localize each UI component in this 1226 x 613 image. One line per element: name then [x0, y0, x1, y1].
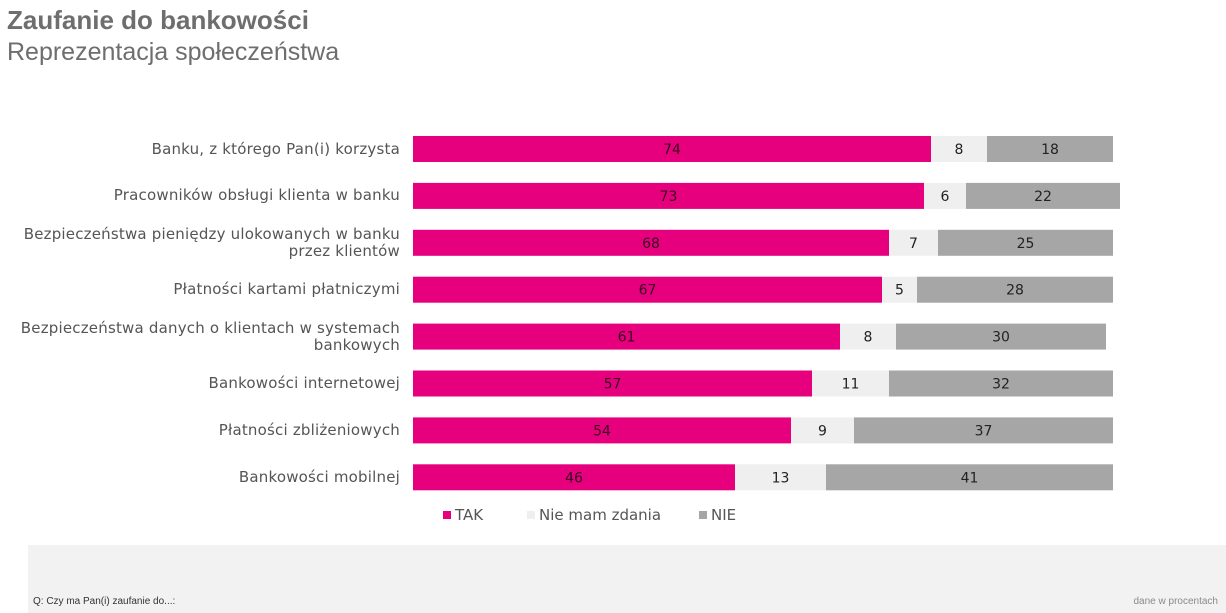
data-label: 11: [842, 377, 860, 393]
bar-segment: [812, 370, 889, 397]
data-label: 73: [660, 189, 678, 205]
bar-segment: [413, 370, 812, 397]
legend-label-nie: NIE: [711, 506, 737, 524]
category-label: Bezpieczeństwa pieniędzy ulokowanych w b…: [23, 224, 400, 260]
bar-segment: [882, 276, 917, 303]
question-text: Q: Czy ma Pan(i) zaufanie do...:: [33, 596, 176, 607]
data-label: 5: [895, 283, 904, 299]
category-label: Bankowości mobilnej: [238, 467, 400, 486]
data-label: 22: [1034, 189, 1052, 205]
chart-title: Zaufanie do bankowości: [7, 5, 309, 35]
data-label: 41: [961, 470, 979, 486]
legend-item-nie-mam-zdania: Nie mam zdania: [527, 506, 661, 524]
bar-segment: [413, 136, 931, 162]
data-label: 9: [818, 423, 827, 439]
data-label: 25: [1017, 236, 1035, 252]
bar-segment: [938, 229, 1113, 256]
data-label: 7: [909, 236, 918, 252]
bar-segment: [735, 464, 826, 491]
bar-segment: [889, 229, 938, 256]
category-label: Pracowników obsługi klienta w banku: [113, 186, 400, 205]
data-label: 46: [565, 470, 583, 486]
category-label: Banku, z którego Pan(i) korzysta: [151, 139, 400, 158]
bar-segment: [826, 464, 1113, 491]
data-label: 57: [604, 377, 622, 393]
bar-segment: [889, 370, 1113, 397]
bar-segment: [791, 417, 854, 444]
data-label: 8: [864, 330, 873, 346]
legend-item-nie: NIE: [699, 506, 736, 524]
bar-segment: [896, 323, 1106, 350]
bar-segment: [917, 276, 1113, 303]
data-label: 28: [1006, 283, 1024, 299]
legend-item-tak: TAK: [443, 506, 483, 524]
data-label: 54: [593, 423, 611, 439]
bar-segment: [413, 276, 882, 303]
bar-segment: [840, 323, 896, 350]
data-label: 18: [1041, 142, 1059, 158]
data-label: 8: [955, 142, 964, 158]
legend-swatch-nie: [699, 510, 707, 519]
bar-segment: [854, 417, 1113, 444]
category-label: Bankowości internetowej: [208, 374, 400, 392]
legend-swatch-nie-mam-zdania: [527, 510, 535, 519]
data-label: 32: [992, 377, 1010, 393]
data-label: 37: [975, 423, 993, 439]
bar-segment: [413, 182, 924, 209]
unit-note: dane w procentach: [1133, 596, 1218, 607]
bar-segment: [413, 323, 840, 350]
bar-segment: [987, 136, 1113, 162]
chart-subtitle: Reprezentacja społeczeństwa: [7, 38, 340, 66]
footer-panel: Q: Czy ma Pan(i) zaufanie do...: dane w …: [28, 545, 1226, 613]
bar-segment: [413, 464, 735, 491]
category-label: Płatności zbliżeniowych: [218, 420, 400, 439]
data-label: 13: [772, 470, 790, 486]
data-label: 61: [618, 330, 636, 346]
bar-segment: [413, 229, 889, 256]
category-label: Płatności kartami płatniczymi: [173, 280, 400, 299]
category-label: Bezpieczeństwa danych o klientach w syst…: [20, 318, 400, 354]
data-label: 30: [992, 330, 1010, 346]
legend-label-tak: TAK: [455, 506, 484, 524]
legend-label-nie-mam-zdania: Nie mam zdania: [539, 506, 662, 524]
bar-segment: [931, 136, 987, 162]
bar-segment: [966, 182, 1120, 209]
legend: TAK Nie mam zdania NIE: [0, 506, 1226, 526]
data-label: 67: [639, 283, 657, 299]
bar-segment: [924, 182, 966, 209]
data-label: 6: [941, 189, 950, 205]
bar-segment: [413, 417, 791, 444]
data-label: 74: [663, 142, 681, 158]
legend-swatch-tak: [443, 510, 451, 519]
data-label: 68: [642, 236, 660, 252]
